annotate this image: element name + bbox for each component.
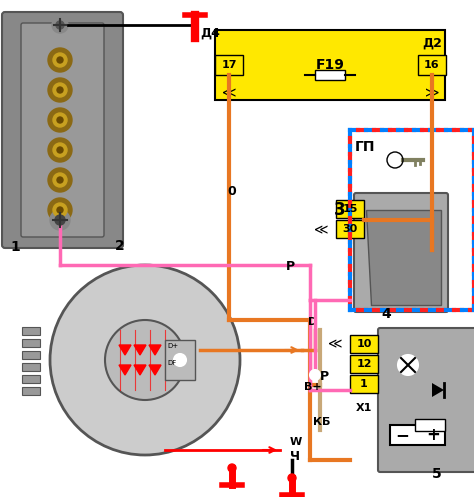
FancyBboxPatch shape [378, 328, 474, 472]
Text: Д4: Д4 [200, 27, 220, 40]
Text: ГП: ГП [355, 140, 375, 154]
Circle shape [48, 198, 72, 222]
Circle shape [57, 57, 63, 63]
Circle shape [53, 143, 67, 157]
Circle shape [52, 17, 68, 33]
Bar [22, 351, 40, 359]
Bar [22, 327, 40, 335]
Text: 1: 1 [10, 240, 20, 254]
Polygon shape [134, 365, 146, 375]
Bar [315, 70, 345, 80]
Circle shape [57, 177, 63, 183]
Text: 12: 12 [356, 359, 372, 369]
Circle shape [50, 265, 240, 455]
Polygon shape [366, 210, 441, 305]
Polygon shape [134, 345, 146, 355]
Bar [215, 30, 445, 100]
Text: 1: 1 [360, 379, 368, 389]
Text: Д2: Д2 [422, 37, 442, 50]
Bar [415, 419, 445, 431]
Polygon shape [119, 345, 131, 355]
Bar [336, 220, 364, 238]
Circle shape [57, 87, 63, 93]
Circle shape [53, 173, 67, 187]
Text: 30: 30 [342, 224, 357, 234]
Circle shape [56, 21, 64, 29]
Text: 5: 5 [432, 467, 442, 481]
Text: 0: 0 [228, 185, 237, 198]
Circle shape [57, 147, 63, 153]
Text: F19: F19 [316, 58, 345, 72]
Circle shape [53, 53, 67, 67]
Circle shape [48, 138, 72, 162]
Bar [336, 200, 364, 218]
Circle shape [53, 203, 67, 217]
Circle shape [57, 207, 63, 213]
FancyBboxPatch shape [21, 23, 104, 237]
Bar [165, 340, 195, 380]
Text: D+: D+ [167, 343, 178, 349]
Text: КБ: КБ [313, 417, 330, 427]
Circle shape [174, 354, 186, 366]
Text: 10: 10 [356, 339, 372, 349]
Text: 3: 3 [334, 201, 346, 219]
Text: D: D [309, 317, 318, 327]
Bar [350, 375, 378, 393]
Bar [22, 363, 40, 371]
Text: ≪: ≪ [314, 223, 328, 237]
Circle shape [105, 320, 185, 400]
Bar [418, 55, 446, 75]
Circle shape [53, 113, 67, 127]
Polygon shape [149, 345, 161, 355]
Circle shape [53, 83, 67, 97]
Text: +: + [426, 426, 440, 444]
Bar [22, 375, 40, 383]
Text: W: W [290, 437, 302, 447]
Circle shape [398, 355, 418, 375]
Circle shape [48, 168, 72, 192]
Bar [350, 335, 378, 353]
Bar [22, 339, 40, 347]
Text: 4: 4 [381, 307, 391, 321]
Polygon shape [119, 365, 131, 375]
Circle shape [228, 464, 236, 472]
FancyBboxPatch shape [2, 12, 123, 248]
Circle shape [48, 108, 72, 132]
Circle shape [50, 210, 70, 230]
Text: 15: 15 [342, 204, 358, 214]
Bar [22, 387, 40, 395]
Polygon shape [149, 365, 161, 375]
Text: Ч: Ч [290, 450, 300, 463]
Circle shape [48, 78, 72, 102]
Text: ≪: ≪ [222, 86, 236, 100]
Text: DF: DF [167, 360, 176, 366]
Bar [350, 355, 378, 373]
Text: P: P [285, 260, 294, 273]
Circle shape [57, 117, 63, 123]
Circle shape [310, 370, 320, 380]
FancyBboxPatch shape [354, 193, 448, 312]
Bar [390, 425, 445, 445]
Text: ≫: ≫ [425, 86, 439, 100]
Bar [215, 55, 243, 75]
Text: ≪: ≪ [328, 337, 342, 351]
Text: 17: 17 [221, 60, 237, 70]
Circle shape [55, 215, 65, 225]
Polygon shape [432, 383, 444, 397]
Text: 16: 16 [424, 60, 440, 70]
Circle shape [48, 48, 72, 72]
Text: X1: X1 [356, 403, 372, 413]
Text: −: − [395, 426, 409, 444]
Text: P: P [320, 370, 329, 383]
Text: B+: B+ [304, 382, 322, 392]
Circle shape [288, 474, 296, 482]
Text: 2: 2 [115, 239, 125, 253]
